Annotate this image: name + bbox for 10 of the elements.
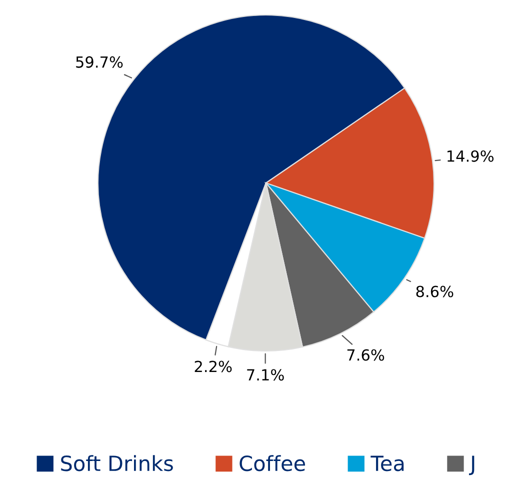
legend-label: Tea xyxy=(370,456,404,472)
data-label: 7.1% xyxy=(247,369,284,381)
legend-label: J xyxy=(468,456,474,476)
legend-label: Coffee xyxy=(240,455,306,472)
data-label: 59.7% xyxy=(76,56,123,68)
legend-label: Soft Drinks xyxy=(61,455,173,472)
data-label: 2.2% xyxy=(194,360,232,372)
data-label: 8.6% xyxy=(416,286,454,298)
data-label: 14.9% xyxy=(448,150,494,162)
data-label: 7.6% xyxy=(347,349,384,361)
